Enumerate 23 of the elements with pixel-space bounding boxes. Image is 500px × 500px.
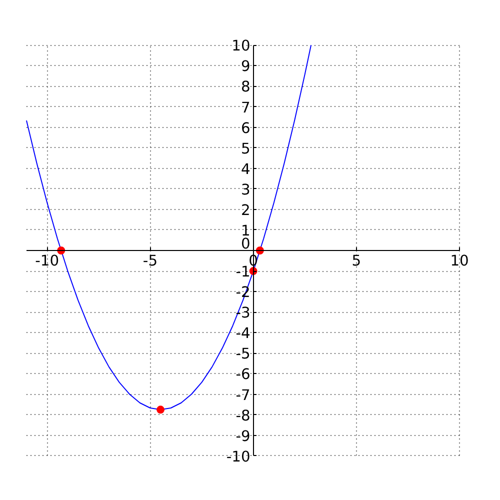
- y-tick-label: 6: [240, 120, 250, 137]
- y-tick-label: 5: [240, 140, 250, 158]
- y-tick-label: -9: [236, 428, 250, 445]
- y-tick-label: 10: [232, 38, 250, 55]
- y-tick-label: 9: [240, 58, 250, 76]
- y-tick-label: -5: [236, 346, 250, 363]
- y-tick-label: -8: [236, 407, 250, 424]
- y-tick-label: 8: [240, 78, 250, 96]
- y-tick-label: 3: [240, 181, 250, 198]
- x-tick-label: -10: [35, 252, 60, 270]
- y-tick-label: -4: [236, 325, 250, 342]
- y-tick-label: -6: [236, 366, 250, 384]
- point: [156, 406, 165, 414]
- y-tick-label: 4: [240, 160, 250, 178]
- y-tick-label: -7: [236, 386, 250, 404]
- x-tick-label: 10: [450, 252, 469, 270]
- x-tick-label: 5: [352, 252, 362, 270]
- y-tick-label: 7: [240, 99, 250, 116]
- y-tick-label: 0: [240, 236, 250, 252]
- x-tick-label: -5: [142, 252, 158, 270]
- y-tick-label: -1: [236, 264, 250, 281]
- y-tick-label: -10: [226, 448, 250, 466]
- y-tick-label: 2: [240, 202, 250, 219]
